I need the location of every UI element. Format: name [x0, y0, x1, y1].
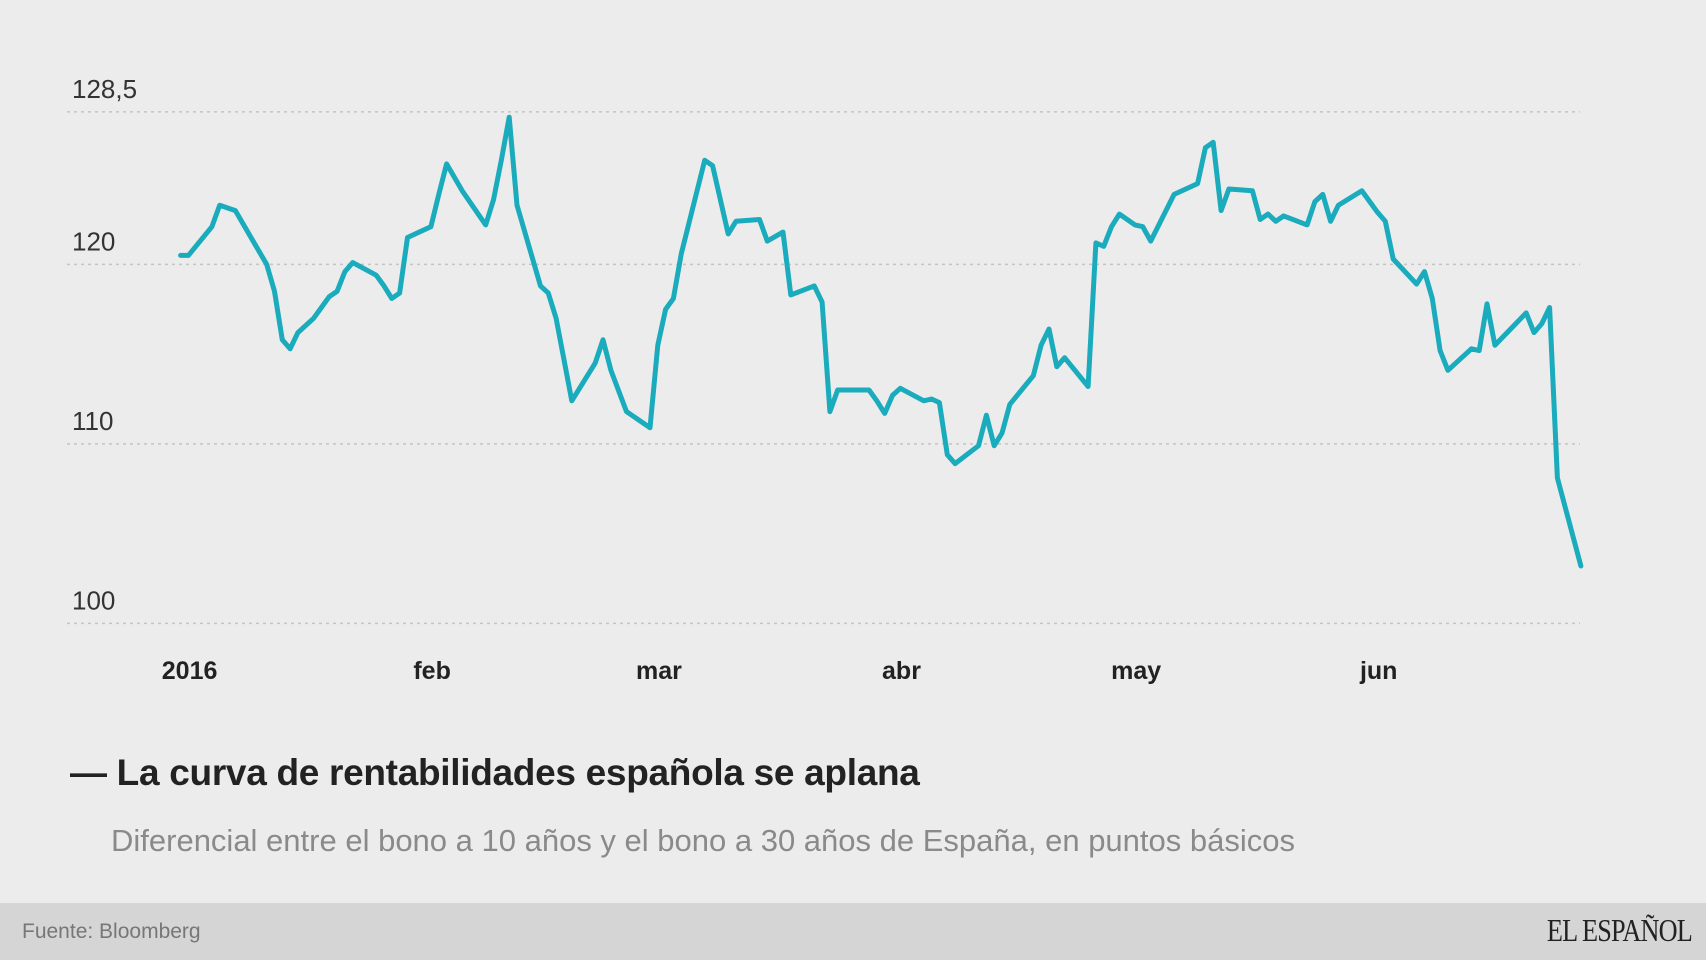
y-tick-label: 110: [72, 406, 113, 436]
y-tick-label: 128,5: [72, 74, 137, 104]
gridlines: [67, 111, 1580, 625]
x-tick-label: feb: [413, 657, 451, 685]
chart-title: — La curva de rentabilidades española se…: [70, 752, 920, 793]
y-tick-label: 120: [72, 226, 115, 256]
x-tick-label: abr: [882, 657, 921, 685]
chart-subtitle: Diferencial entre el bono a 10 años y el…: [111, 823, 1295, 858]
el-espanol-logo: EL ESPAÑOL: [1546, 912, 1693, 948]
x-axis-ticks: 2016 feb mar abr may jun: [162, 657, 1398, 685]
series-line: [178, 114, 1584, 569]
x-tick-label: may: [1111, 657, 1161, 685]
source-note: Fuente: Bloomberg: [22, 920, 201, 943]
y-tick-label: 100: [72, 585, 115, 615]
series-lines: [178, 114, 1584, 569]
x-tick-label: 2016: [162, 657, 218, 685]
y-axis-ticks: 100 110 120 128,5: [72, 74, 137, 616]
x-tick-label: jun: [1359, 657, 1398, 685]
x-tick-label: mar: [636, 657, 682, 685]
footer-bar: Fuente: Bloomberg EL ESPAÑOL: [0, 903, 1706, 960]
